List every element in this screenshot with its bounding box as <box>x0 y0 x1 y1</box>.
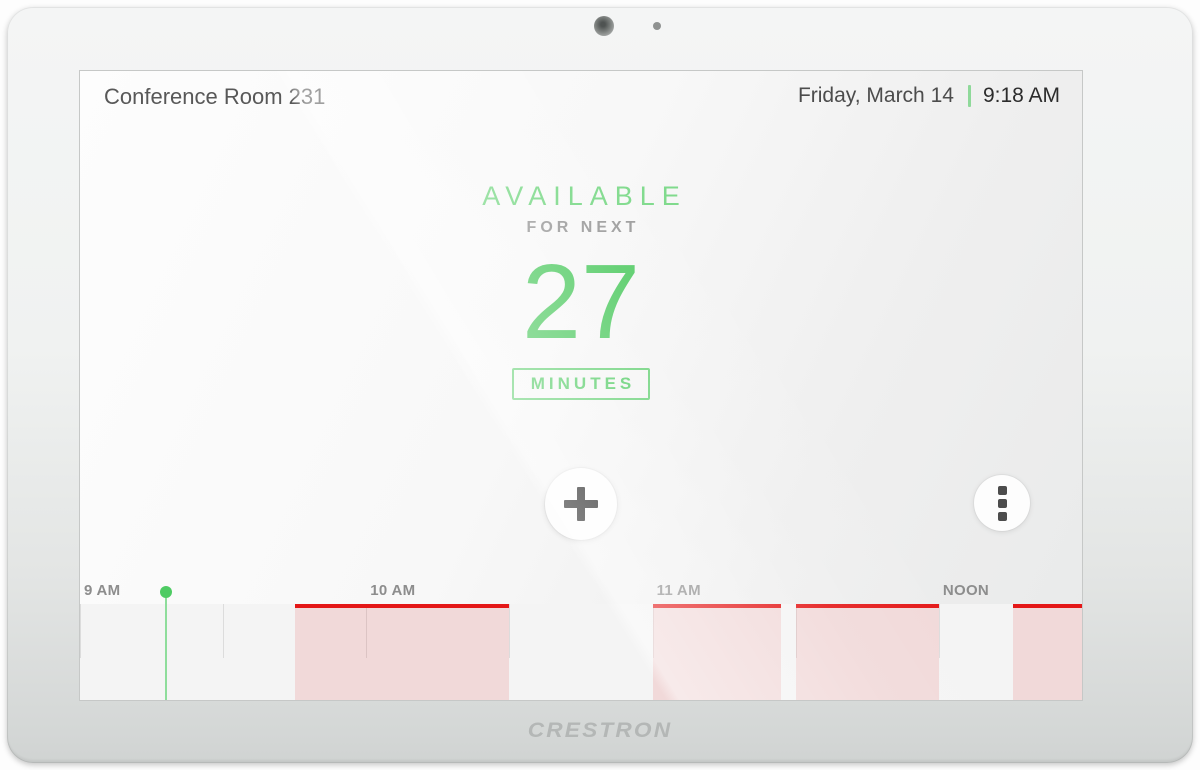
room-name: Conference Room 231 <box>104 84 326 109</box>
availability-qualifier: FOR NEXT <box>526 219 640 236</box>
time-label: 9:18 AM <box>982 84 1060 107</box>
timeline-hour-label: 11 AM <box>656 582 701 599</box>
timeline-hour-label: 9 AM <box>84 582 121 599</box>
current-time-marker <box>159 586 172 700</box>
half-hour-tick <box>366 604 368 658</box>
half-hour-tick <box>938 604 940 658</box>
camera-icon <box>594 16 614 36</box>
timeline-hour-label: NOON <box>942 582 990 599</box>
brand-logo: CRESTRON <box>527 719 673 742</box>
minutes-remaining-value: 27 <box>522 243 640 361</box>
half-hour-tick <box>652 604 654 658</box>
half-hour-tick <box>80 604 81 658</box>
datetime: Friday, March 14 9:18 AM <box>798 84 1060 108</box>
current-time-dot <box>159 586 172 598</box>
busy-segment <box>294 604 510 700</box>
half-hour-tick <box>223 604 225 658</box>
touch-panel-device: Conference Room 231 Friday, March 14 9:1… <box>7 7 1193 763</box>
screen-header: Conference Room 231 Friday, March 14 9:1… <box>80 71 1082 110</box>
datetime-divider <box>967 85 971 107</box>
busy-segment <box>795 604 939 700</box>
half-hour-tick <box>509 604 511 658</box>
busy-segment <box>1013 604 1082 700</box>
schedule-timeline: 9 AM 10 AM 11 AM NOON <box>80 567 1082 700</box>
microphone-icon <box>653 22 661 30</box>
minutes-unit-badge: MINUTES <box>511 367 651 400</box>
busy-segment <box>652 604 782 700</box>
date-label: Friday, March 14 <box>797 84 954 107</box>
kebab-menu-icon <box>997 485 1007 521</box>
more-options-button[interactable] <box>974 475 1030 531</box>
half-hour-tick <box>795 604 797 658</box>
timeline-strip <box>80 586 1082 700</box>
timeline-hour-labels: 9 AM 10 AM 11 AM NOON <box>80 567 1082 604</box>
timeline-hour-label: 10 AM <box>370 582 416 599</box>
availability-label: AVAILABLE <box>482 181 687 211</box>
plus-icon <box>564 487 598 521</box>
availability-status: AVAILABLE FOR NEXT 27 MINUTES <box>80 181 1082 400</box>
panel-screen: Conference Room 231 Friday, March 14 9:1… <box>79 70 1083 701</box>
add-meeting-button[interactable] <box>545 468 617 540</box>
